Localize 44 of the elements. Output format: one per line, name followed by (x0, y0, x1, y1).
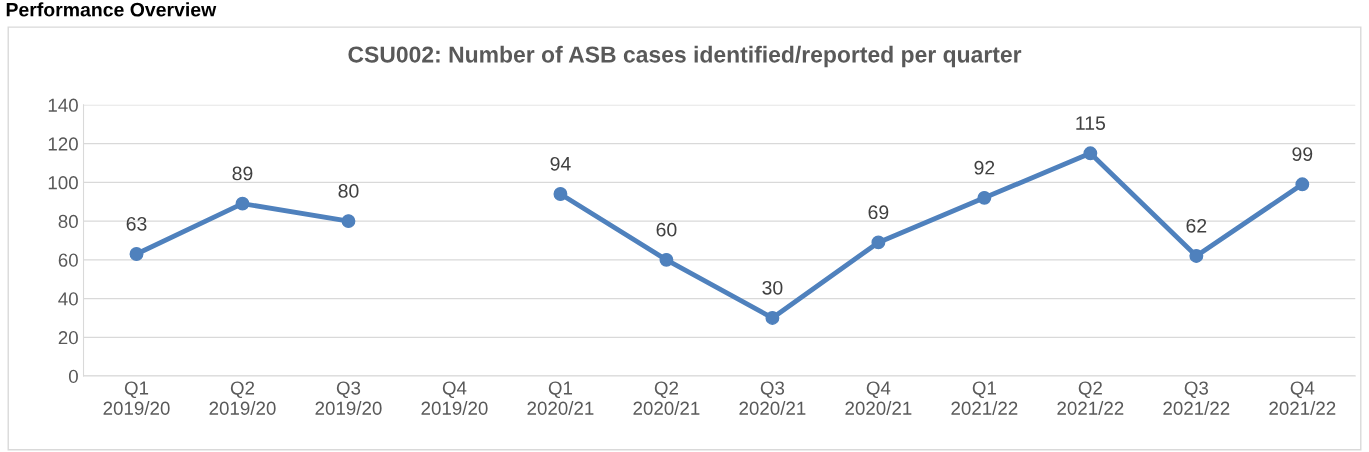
text: Performance Overview (6, 2, 217, 17)
y-tick-label: 120 (48, 137, 78, 151)
point (553, 187, 568, 201)
y-tick-label: 100 (48, 176, 78, 190)
x-tick-label: Q1 2021/22 (951, 381, 1018, 415)
y-tick-label: 60 (58, 253, 78, 267)
x-tick-label: Q2 2019/20 (209, 381, 276, 415)
data-label: 69 (868, 205, 889, 220)
x-tick-label: Q3 2019/20 (315, 381, 382, 415)
point (129, 247, 144, 261)
data-label: 62 (1186, 218, 1207, 233)
data-label: 99 (1292, 147, 1313, 161)
data-label: 89 (232, 166, 253, 181)
point (235, 196, 250, 211)
point (977, 190, 992, 205)
data-label: 60 (656, 222, 677, 237)
point (871, 235, 886, 250)
data-label: 92 (974, 160, 995, 175)
y-tick-label: 0 (68, 369, 78, 384)
x-tick-label: Q2 2020/21 (633, 381, 700, 415)
x-tick-label: Q1 2019/20 (103, 381, 170, 415)
data-label: 94 (550, 156, 571, 171)
y-tick-label: 20 (58, 331, 78, 345)
y-tick-label: 140 (48, 98, 78, 112)
point (765, 311, 780, 325)
data-label: 115 (1076, 116, 1106, 130)
y-tick-label: 40 (58, 292, 78, 306)
y-tick-label: 80 (58, 214, 78, 229)
data-label: 63 (126, 216, 147, 231)
data-label: 30 (762, 280, 783, 295)
x-tick-label: Q3 2020/21 (739, 381, 806, 415)
chart-title: CSU002: Number of ASB cases identified/reported per quarter (348, 45, 1022, 68)
point (1083, 146, 1098, 161)
point (1189, 249, 1204, 263)
point (1295, 177, 1310, 192)
x-tick-label: Q4 2021/22 (1269, 381, 1336, 415)
x-tick-label: Q2 2021/22 (1057, 381, 1124, 415)
x-tick-label: Q4 2020/21 (845, 381, 912, 415)
x-tick-label: Q1 2020/21 (527, 381, 594, 415)
point (341, 214, 356, 229)
point (659, 252, 674, 267)
x-tick-label: Q4 2019/20 (421, 381, 488, 415)
x-tick-label: Q3 2021/22 (1163, 381, 1230, 415)
data-label: 80 (338, 184, 359, 198)
